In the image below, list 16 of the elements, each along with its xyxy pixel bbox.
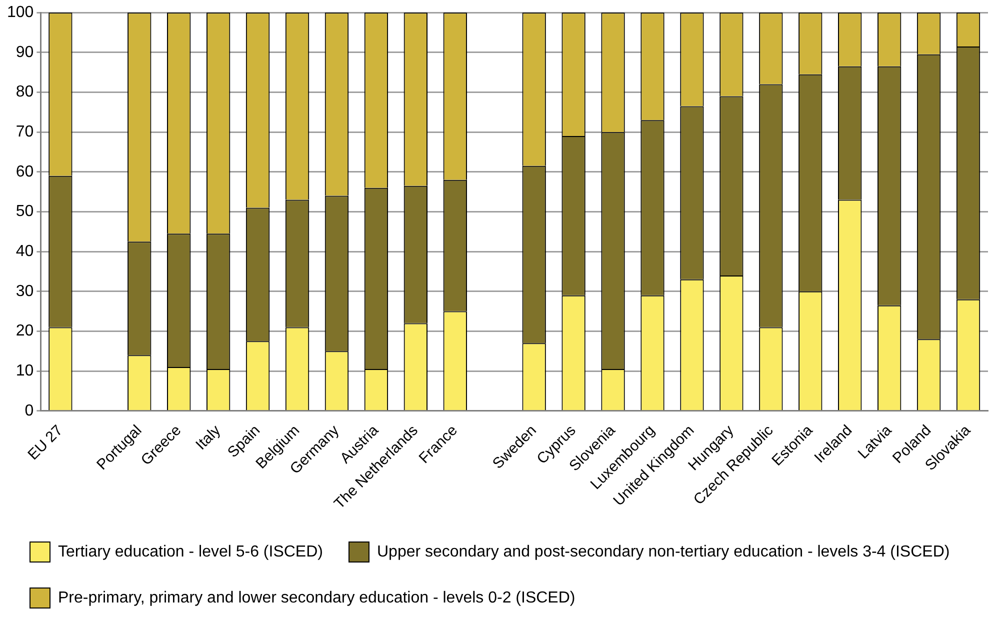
y-tick-label: 100 bbox=[6, 4, 34, 22]
legend-label: Tertiary education - level 5-6 (ISCED) bbox=[58, 543, 323, 560]
x-tick-label: EU 27 bbox=[24, 422, 66, 464]
y-tick-label: 10 bbox=[16, 362, 34, 380]
y-tick-label: 90 bbox=[16, 44, 34, 61]
y-tick-label: 80 bbox=[16, 84, 34, 101]
legend-label: Pre-primary, primary and lower secondary education - levels 0-2 (ISCED) bbox=[58, 589, 576, 606]
y-tick-label: 70 bbox=[16, 123, 34, 140]
legend-label: Upper secondary and post-secondary non-tertiary education - levels 3-4 (ISCED) bbox=[376, 543, 950, 560]
y-tick-label: 20 bbox=[16, 322, 34, 340]
y-tick-label: 0 bbox=[24, 402, 34, 420]
y-tick-label: 50 bbox=[16, 203, 34, 220]
y-tick-label: 30 bbox=[16, 282, 34, 300]
y-tick-label: 60 bbox=[16, 163, 34, 180]
x-tick-label: Italy bbox=[192, 422, 224, 454]
y-tick-label: 40 bbox=[16, 242, 34, 260]
